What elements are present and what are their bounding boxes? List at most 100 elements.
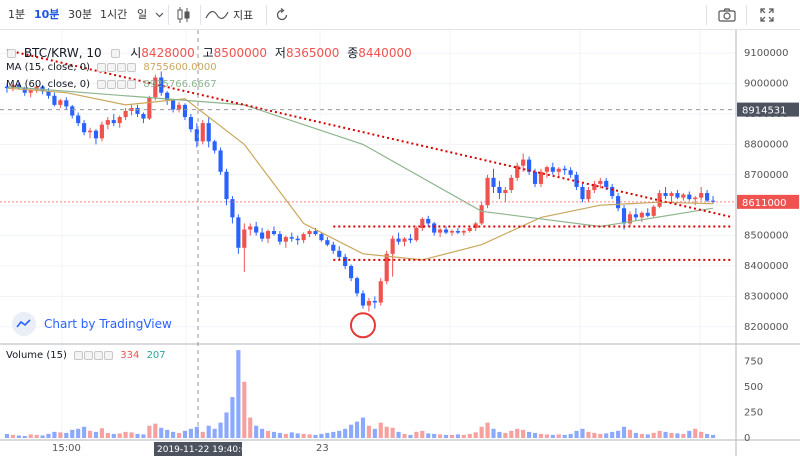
volume-bar xyxy=(218,422,223,438)
candle-body xyxy=(46,91,51,96)
volume-bar xyxy=(621,426,627,438)
collapse-icon[interactable] xyxy=(7,49,16,58)
volume-bar xyxy=(34,434,39,438)
candle-body xyxy=(319,234,324,241)
more-icon[interactable] xyxy=(127,62,137,72)
candle-body xyxy=(123,110,128,118)
candle-body xyxy=(645,212,650,216)
price-chart[interactable]: 9100000900000089000008800000870000086000… xyxy=(0,30,800,456)
ma60-value: 8925766.6667 xyxy=(143,79,217,90)
volume-bar xyxy=(449,434,455,438)
candle-body xyxy=(675,193,680,198)
volume-bar xyxy=(301,433,306,438)
candle-body xyxy=(681,194,686,198)
volume-bar xyxy=(633,432,638,438)
candle-body xyxy=(182,104,188,118)
settings-icon[interactable] xyxy=(84,350,94,360)
interval-1hour[interactable]: 1시간 xyxy=(100,8,128,21)
open-value: 8428000 xyxy=(141,46,195,60)
settings-icon[interactable] xyxy=(111,49,121,58)
volume-bar xyxy=(212,428,217,438)
candle-body xyxy=(378,281,383,303)
candle-body xyxy=(188,117,193,130)
more-icon[interactable] xyxy=(104,350,114,360)
volume-bar xyxy=(343,428,348,438)
candle-body xyxy=(135,107,140,114)
settings-icon[interactable] xyxy=(107,79,117,89)
volume-bar xyxy=(443,434,449,438)
candle-body xyxy=(218,150,223,172)
interval-10min[interactable]: 10분 xyxy=(34,8,60,21)
volume-bar xyxy=(265,430,271,438)
volume-bar xyxy=(432,433,437,438)
volume-bar xyxy=(82,426,87,438)
last-price-label: 8611000 xyxy=(742,198,787,209)
eye-icon[interactable] xyxy=(74,350,84,360)
volume-bar xyxy=(372,428,377,438)
volume-bar xyxy=(325,432,330,438)
candle-body xyxy=(343,256,348,266)
chart-canvas[interactable]: 9100000900000089000008800000870000086000… xyxy=(0,30,800,456)
volume-axis-label: 500 xyxy=(744,382,763,393)
camera-icon[interactable] xyxy=(716,4,738,26)
volume-bar xyxy=(182,430,188,438)
interval-1min[interactable]: 1분 xyxy=(8,8,26,21)
refresh-icon[interactable] xyxy=(272,4,292,26)
eye-icon[interactable] xyxy=(97,79,107,89)
candlestick-type-icon[interactable] xyxy=(174,4,194,26)
candle-body xyxy=(111,120,116,124)
crosshair-price-tag xyxy=(737,102,799,117)
price-axis-label: 9000000 xyxy=(744,79,789,90)
volume-bar xyxy=(289,432,294,438)
candle-body xyxy=(171,100,176,110)
volume-bar xyxy=(616,430,621,438)
candle-body xyxy=(194,129,199,142)
candle-body xyxy=(414,228,419,241)
interval-day[interactable]: 일 xyxy=(137,8,148,21)
interval-30min[interactable]: 30분 xyxy=(68,8,93,21)
low-label: 저 xyxy=(274,46,286,60)
candle-body xyxy=(153,77,158,98)
volume-bar xyxy=(283,433,288,438)
candle-body xyxy=(538,171,544,184)
volume-bar xyxy=(147,425,152,438)
candle-body xyxy=(349,266,354,279)
volume-bar xyxy=(550,434,555,438)
volume-bar xyxy=(657,430,662,438)
more-icon[interactable] xyxy=(127,79,137,89)
chevron-down-icon[interactable] xyxy=(153,4,165,26)
volume-bar xyxy=(420,430,425,438)
volume-bar xyxy=(699,431,704,438)
candle-body xyxy=(331,244,336,251)
candle-body xyxy=(669,193,674,197)
indicators-button[interactable]: 지표 xyxy=(205,4,265,26)
candle-body xyxy=(337,250,342,257)
volume-bar xyxy=(467,433,472,438)
close-icon[interactable] xyxy=(117,62,127,72)
candle-body xyxy=(467,228,472,232)
volume-bar xyxy=(414,431,419,438)
volume-bar xyxy=(592,432,597,438)
price-axis-label: 8700000 xyxy=(744,170,789,181)
volume-bar xyxy=(165,429,170,438)
volume-bar xyxy=(159,427,164,438)
tradingview-watermark[interactable]: Chart by TradingView xyxy=(12,312,172,336)
volume-bar xyxy=(337,430,342,438)
ma60-name: MA (60, close, 0) xyxy=(6,79,91,90)
candle-body xyxy=(271,231,277,235)
volume-bar xyxy=(171,431,176,438)
settings-icon[interactable] xyxy=(107,62,117,72)
candle-body xyxy=(105,120,110,125)
candle-body xyxy=(710,200,716,202)
close-icon[interactable] xyxy=(94,350,104,360)
volume-value-1: 334 xyxy=(120,350,140,361)
candle-body xyxy=(301,234,306,241)
volume-bar xyxy=(645,434,650,438)
close-icon[interactable] xyxy=(117,79,127,89)
volume-bar xyxy=(532,432,538,438)
candle-body xyxy=(384,253,389,282)
eye-icon[interactable] xyxy=(97,62,107,72)
candle-body xyxy=(147,97,152,119)
fullscreen-icon[interactable] xyxy=(756,4,778,26)
candle-body xyxy=(527,159,532,172)
